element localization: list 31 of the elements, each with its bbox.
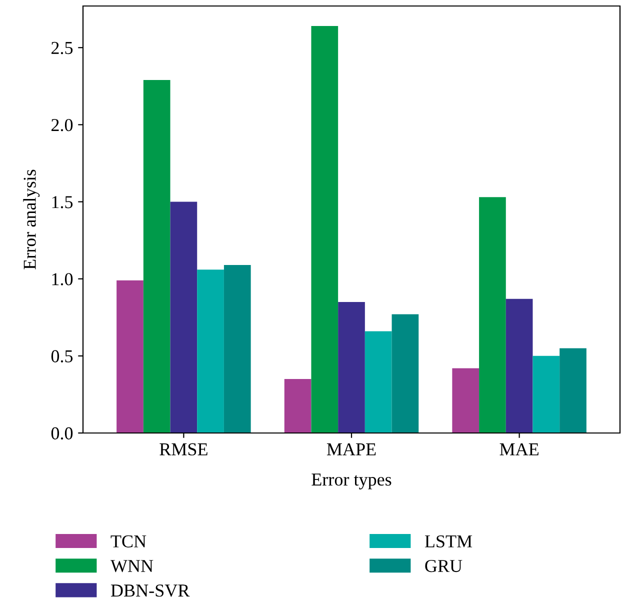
y-tick-label: 2.0 (52, 118, 73, 132)
bar (197, 270, 224, 433)
bar (364, 331, 392, 433)
legend-label: WNN (110, 560, 154, 572)
bar (116, 280, 144, 433)
legend-label: LSTM (424, 535, 472, 548)
bar (224, 264, 251, 433)
bar (311, 26, 338, 433)
bar (392, 314, 419, 433)
bar (284, 379, 312, 433)
y-axis-title: Error analysis (23, 170, 40, 270)
x-tick-label: RMSE (160, 443, 208, 456)
bar (560, 348, 586, 433)
bar (479, 197, 506, 433)
x-axis-title: Error types (312, 474, 392, 490)
y-tick-label: 0.0 (51, 427, 73, 440)
legend-label: DBN-SVR (110, 584, 190, 597)
y-tick-label: 0.5 (51, 350, 73, 362)
legend-label: TCN (110, 535, 146, 548)
y-tick-label: 1.5 (52, 196, 73, 208)
x-tick-label: MAPE (326, 443, 376, 456)
bar (143, 80, 170, 433)
y-tick-label: 1.0 (52, 273, 73, 286)
bar (170, 202, 198, 433)
x-tick-label: MAE (500, 443, 538, 456)
y-tick-label: 2.5 (52, 42, 73, 54)
bar (452, 368, 480, 433)
bar (532, 356, 560, 433)
bar (338, 302, 365, 433)
bar (506, 298, 533, 433)
legend-label: GRU (425, 560, 462, 572)
